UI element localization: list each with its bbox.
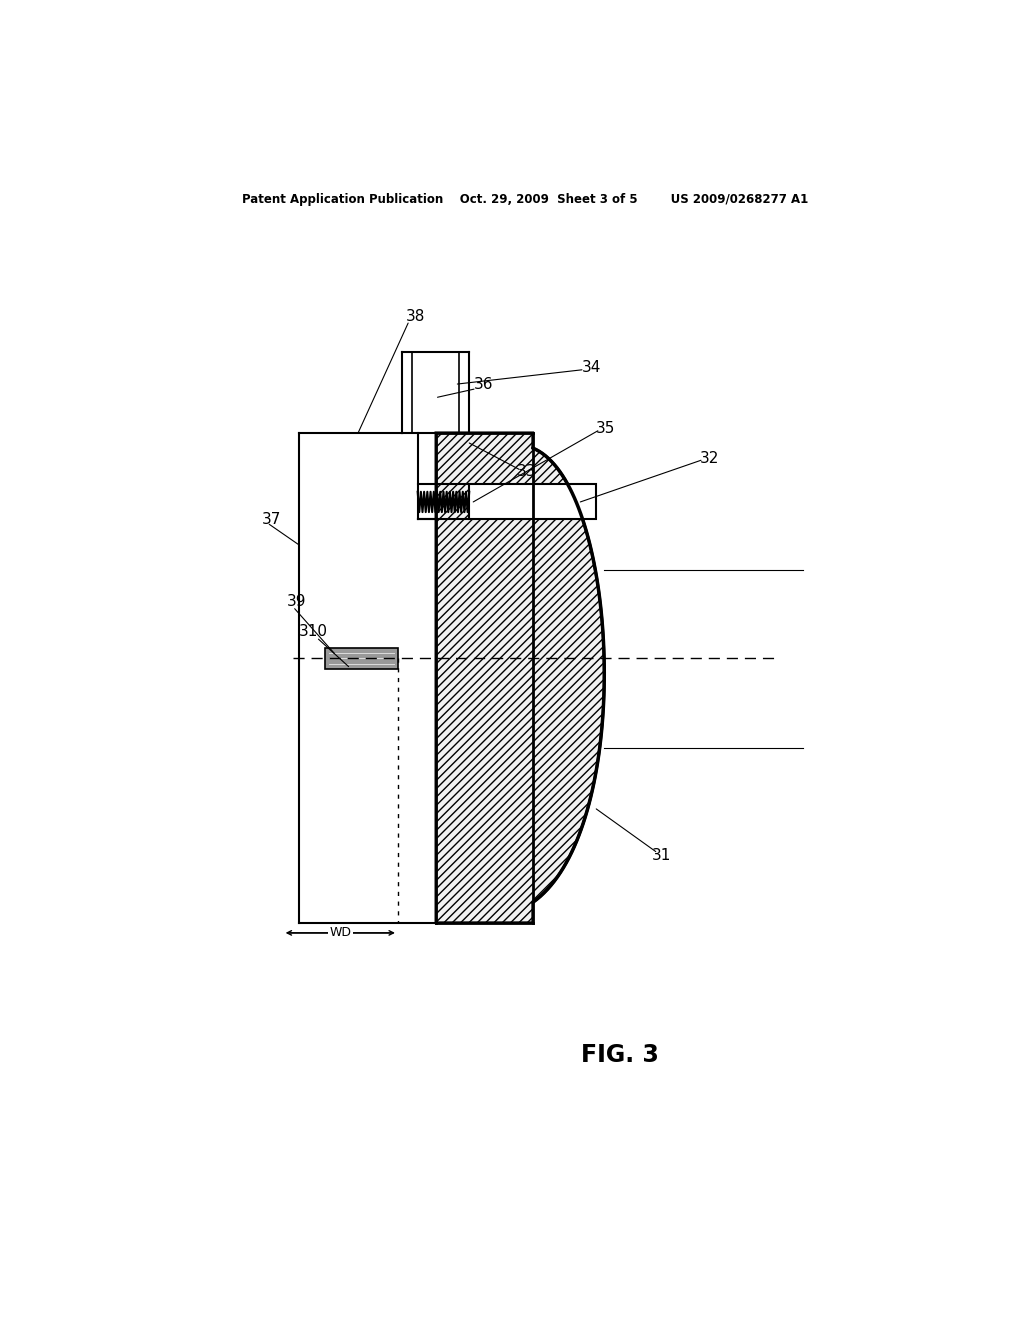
Text: 35: 35 [596,421,615,436]
Text: 38: 38 [406,309,425,323]
Text: 32: 32 [699,451,719,466]
Text: 39: 39 [287,594,306,609]
Text: 36: 36 [474,378,494,392]
Polygon shape [436,433,604,923]
Text: 33: 33 [517,463,537,479]
Text: WD: WD [330,927,351,940]
Text: Patent Application Publication    Oct. 29, 2009  Sheet 3 of 5        US 2009/026: Patent Application Publication Oct. 29, … [242,193,808,206]
Text: 31: 31 [652,847,671,863]
Text: 310: 310 [299,624,328,639]
Text: 34: 34 [582,360,601,375]
Bar [469,483,596,519]
Text: 37: 37 [261,512,281,527]
Text: FIG. 3: FIG. 3 [581,1043,659,1067]
Bar [325,648,398,669]
